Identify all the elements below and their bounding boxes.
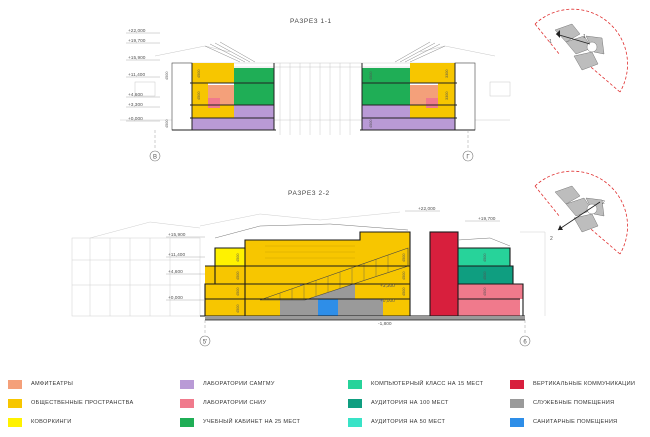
legend-item: ЛАБОРАТОРИИ СНИУ xyxy=(180,397,266,409)
cut-mark: 2 xyxy=(550,236,553,242)
legend-label: ВЕРТИКАЛЬНЫЕ КОММУНИКАЦИИ xyxy=(533,381,636,387)
room-height: 4500 xyxy=(402,288,406,296)
level-mark: +11,400 xyxy=(168,252,185,258)
level-mark: +3,300 xyxy=(128,102,143,108)
room-height: 3300 xyxy=(445,92,449,100)
axis-label-g: Г xyxy=(466,155,470,161)
section-2-title: РАЗРЕЗ 2-2 xyxy=(288,190,330,197)
cut-mark: 1 xyxy=(583,34,586,40)
level-mark: +4,600 xyxy=(128,92,143,98)
level-mark: +19,700 xyxy=(128,38,146,44)
legend-item: КОВОРКИНГИ xyxy=(8,416,72,428)
room-height: 4500 xyxy=(197,70,201,78)
legend-item: АМФИТЕАТРЫ xyxy=(8,378,73,390)
legend-item: ОБЩЕСТВЕННЫЕ ПРОСТРАНСТВА xyxy=(8,397,133,409)
level-mark: +15,900 xyxy=(168,232,186,238)
legend-item: ЛАБОРАТОРИИ САМГМУ xyxy=(180,378,275,390)
legend-item: АУДИТОРИЯ НА 50 МЕСТ xyxy=(348,416,445,428)
legend: АМФИТЕАТРЫ ОБЩЕСТВЕННЫЕ ПРОСТРАНСТВА КОВ… xyxy=(0,370,650,437)
roof-truss xyxy=(204,41,446,63)
room-height: 4500 xyxy=(165,120,169,128)
level-mark: +0,000 xyxy=(168,295,183,301)
level-mark: +15,900 xyxy=(128,55,146,61)
room-height: 4500 xyxy=(197,92,201,100)
room-height: 4500 xyxy=(369,72,373,80)
level-mark: +3,300 xyxy=(380,283,395,289)
legend-label: УЧЕБНЫЙ КАБИНЕТ НА 25 МЕСТ xyxy=(203,419,301,425)
cut-mark: 2 xyxy=(602,200,605,206)
legend-label: КОВОРКИНГИ xyxy=(31,419,72,425)
legend-label: ЛАБОРАТОРИИ СНИУ xyxy=(203,400,267,406)
legend-swatch xyxy=(510,398,524,408)
section-2-building xyxy=(200,223,525,321)
axis-marker-g xyxy=(462,150,474,162)
legend-label: АМФИТЕАТРЫ xyxy=(31,381,74,387)
level-mark: -1,800 xyxy=(378,321,392,327)
level-mark: +22,000 xyxy=(418,206,436,212)
legend-item: КОМПЬЮТЕРНЫЙ КЛАСС НА 15 МЕСТ xyxy=(348,378,483,390)
section-1-right-block xyxy=(360,62,476,131)
section-2-drawing: 5' 6 +22,000 +19,700 +15,900 +11,400 +4,… xyxy=(71,206,546,347)
legend-swatch xyxy=(348,379,362,389)
vertical-core xyxy=(430,232,458,316)
level-mark: +0,000 xyxy=(380,298,395,304)
level-mark: +19,700 xyxy=(478,216,496,222)
legend-swatch xyxy=(180,417,194,427)
legend-swatch xyxy=(8,398,22,408)
axis-marker-v xyxy=(149,150,161,162)
room-height: 4500 xyxy=(165,72,169,80)
legend-swatch xyxy=(8,417,22,427)
legend-label: АУДИТОРИЯ НА 50 МЕСТ xyxy=(371,419,446,425)
section-1-title: РАЗРЕЗ 1-1 xyxy=(290,18,332,25)
legend-swatch xyxy=(180,398,194,408)
level-mark: +11,400 xyxy=(128,72,145,78)
level-mark: +22,000 xyxy=(128,28,146,34)
legend-swatch xyxy=(8,379,22,389)
axis-label-5: 5' xyxy=(203,340,207,346)
orientation-key-2: 2 2 xyxy=(534,170,628,255)
axis-marker-5 xyxy=(199,335,211,347)
legend-swatch xyxy=(348,417,362,427)
room-height: 4500 xyxy=(402,272,406,280)
legend-swatch xyxy=(348,398,362,408)
legend-item: САНИТАРНЫЕ ПОМЕЩЕНИЯ xyxy=(510,416,618,428)
legend-label: КОМПЬЮТЕРНЫЙ КЛАСС НА 15 МЕСТ xyxy=(371,381,484,387)
section-1-drawing: В Г +22,000 +19,700 +15,900 +11,400 +4,6… xyxy=(120,28,511,162)
room-height: 4500 xyxy=(483,254,487,262)
ghost-facade xyxy=(71,211,546,317)
legend-label: САНИТАРНЫЕ ПОМЕЩЕНИЯ xyxy=(533,419,618,425)
legend-item: АУДИТОРИЯ НА 100 МЕСТ xyxy=(348,397,449,409)
legend-swatch xyxy=(180,379,194,389)
room-height: 4500 xyxy=(483,272,487,280)
legend-label: АУДИТОРИЯ НА 100 МЕСТ xyxy=(371,400,449,406)
room-height: 4500 xyxy=(236,288,240,296)
room-height: 4500 xyxy=(236,254,240,262)
legend-item: СЛУЖЕБНЫЕ ПОМЕЩЕНИЯ xyxy=(510,397,614,409)
legend-label: ОБЩЕСТВЕННЫЕ ПРОСТРАНСТВА xyxy=(31,400,134,406)
axis-label-6: 6 xyxy=(523,340,527,346)
section-1-left-block xyxy=(171,62,276,131)
room-height: 4500 xyxy=(402,254,406,262)
legend-swatch xyxy=(510,417,524,427)
orientation-key-1: 1 1 xyxy=(534,8,628,93)
room-height: 4500 xyxy=(236,305,240,313)
legend-item: ВЕРТИКАЛЬНЫЕ КОММУНИКАЦИИ xyxy=(510,378,635,390)
room-height: 3300 xyxy=(445,70,449,78)
room-height: 4500 xyxy=(483,288,487,296)
axis-label-v: В xyxy=(153,155,157,161)
level-mark: +4,600 xyxy=(168,269,183,275)
level-mark: +0,000 xyxy=(128,116,143,122)
legend-swatch xyxy=(510,379,524,389)
legend-item: УЧЕБНЫЙ КАБИНЕТ НА 25 МЕСТ xyxy=(180,416,300,428)
room-height: 4500 xyxy=(236,272,240,280)
room-height: 4500 xyxy=(369,120,373,128)
axis-marker-6 xyxy=(519,335,531,347)
legend-label: ЛАБОРАТОРИИ САМГМУ xyxy=(203,381,275,387)
legend-label: СЛУЖЕБНЫЕ ПОМЕЩЕНИЯ xyxy=(533,400,615,406)
cut-mark: 1 xyxy=(549,39,552,45)
